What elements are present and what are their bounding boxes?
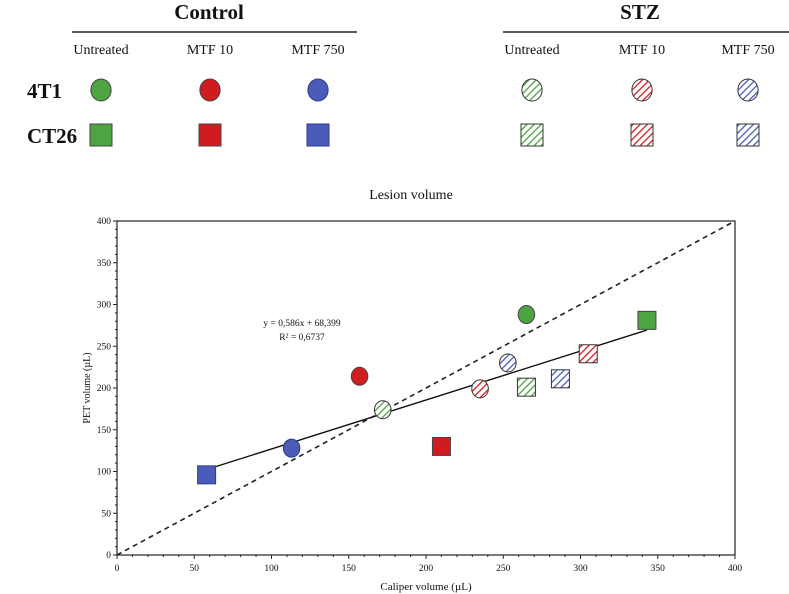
y-tick-label: 200 — [97, 384, 112, 394]
data-point-ct26-control-mtf-10-square — [431, 436, 451, 456]
legend-group-stz: STZ — [620, 0, 660, 24]
data-point-4t1-stz-mtf-10-circle — [471, 379, 489, 399]
legend-marker-4t1-stz-mtf-10-circle — [631, 78, 653, 102]
legend-marker-ct26-control-mtf-10-square — [198, 123, 222, 147]
fit-equation: y = 0,586x + 68,399 — [263, 319, 340, 329]
y-tick-label: 400 — [97, 217, 112, 227]
x-tick-label: 200 — [419, 564, 434, 574]
x-tick-label: 350 — [651, 564, 666, 574]
legend-marker-ct26-control-untreated-square — [89, 123, 113, 147]
legend-column-stz-untreated: Untreated — [504, 43, 559, 58]
data-point-ct26-control-mtf-750-square — [197, 465, 217, 485]
legend-marker-4t1-control-untreated-circle — [90, 78, 112, 102]
identity-line — [116, 220, 736, 556]
chart-title: Lesion volume — [369, 188, 453, 203]
x-tick-label: 400 — [728, 564, 743, 574]
legend-column-control-mtf-750: MTF 750 — [291, 43, 344, 58]
fit-r-squared: R² = 0,6737 — [279, 333, 325, 343]
legend-column-control-mtf-10: MTF 10 — [187, 43, 233, 58]
legend-marker-4t1-stz-mtf-750-circle — [737, 78, 759, 102]
x-tick-label: 100 — [264, 564, 279, 574]
data-point-4t1-control-mtf-750-circle — [282, 438, 301, 458]
y-tick-label: 250 — [97, 342, 112, 352]
data-point-4t1-control-untreated-circle — [517, 305, 536, 325]
y-tick-label: 300 — [97, 301, 112, 311]
y-tick-label: 100 — [97, 468, 112, 478]
fit-line — [206, 329, 648, 471]
data-point-4t1-stz-untreated-circle — [373, 400, 392, 420]
x-tick-label: 50 — [190, 564, 200, 574]
legend-marker-4t1-stz-untreated-circle — [521, 78, 543, 102]
legend-column-control-untreated: Untreated — [73, 43, 128, 58]
x-tick-label: 250 — [496, 564, 511, 574]
data-point-ct26-stz-untreated-square — [516, 377, 536, 397]
y-tick-label: 0 — [106, 551, 111, 561]
legend-marker-ct26-stz-mtf-10-square — [630, 123, 654, 147]
legend-row-4t1: 4T1 — [27, 79, 62, 103]
y-tick-label: 350 — [97, 259, 112, 269]
legend-marker-ct26-control-mtf-750-square — [306, 123, 330, 147]
x-axis-label: Caliper volume (µL) — [380, 581, 472, 593]
data-point-ct26-stz-mtf-750-square — [550, 369, 570, 389]
legend-group-control: Control — [174, 0, 244, 24]
legend-marker-4t1-control-mtf-750-circle — [307, 78, 329, 102]
y-axis-label: PET volume (µL) — [82, 352, 93, 423]
legend-row-ct26: CT26 — [27, 124, 77, 148]
legend-column-stz-mtf-750: MTF 750 — [721, 43, 774, 58]
x-tick-label: 300 — [573, 564, 588, 574]
x-tick-label: 150 — [342, 564, 357, 574]
y-tick-label: 50 — [102, 509, 112, 519]
data-point-ct26-stz-mtf-10-square — [578, 344, 598, 364]
legend-marker-4t1-control-mtf-10-circle — [199, 78, 221, 102]
data-point-4t1-stz-mtf-750-circle — [499, 353, 517, 373]
y-tick-label: 150 — [97, 426, 112, 436]
x-tick-label: 0 — [115, 564, 120, 574]
legend-marker-ct26-stz-mtf-750-square — [736, 123, 760, 147]
legend-marker-ct26-stz-untreated-square — [520, 123, 544, 147]
data-point-4t1-control-mtf-10-circle — [350, 366, 369, 386]
legend-column-stz-mtf-10: MTF 10 — [619, 43, 665, 58]
data-point-ct26-control-untreated-square — [637, 310, 657, 330]
